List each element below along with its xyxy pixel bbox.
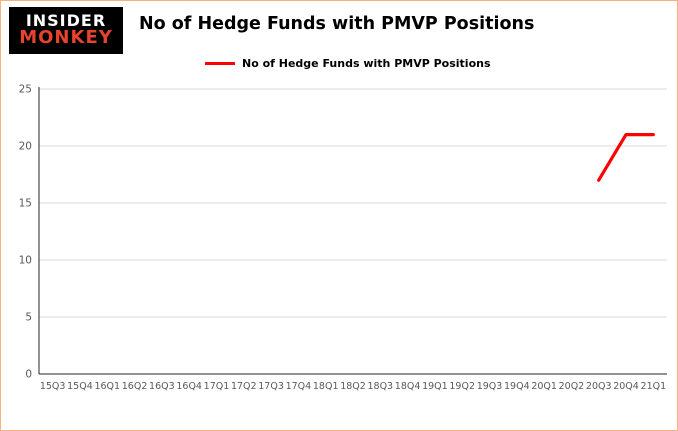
- x-tick-label: 20Q4: [613, 381, 639, 392]
- x-tick-label: 20Q1: [531, 381, 557, 392]
- y-tick-label: 5: [25, 312, 32, 324]
- x-tick-label: 17Q1: [204, 381, 230, 392]
- x-tick-label: 18Q4: [395, 381, 421, 392]
- y-tick-label: 10: [19, 255, 32, 267]
- legend-label: No of Hedge Funds with PMVP Positions: [242, 57, 491, 70]
- x-tick-label: 19Q1: [422, 381, 448, 392]
- x-tick-label: 17Q4: [286, 381, 312, 392]
- x-tick-label: 16Q3: [149, 381, 175, 392]
- y-tick-label: 25: [19, 84, 32, 96]
- x-tick-label: 16Q2: [122, 381, 148, 392]
- series-line: [597, 133, 655, 182]
- y-tick-label: 15: [19, 198, 32, 210]
- x-tick-label: 20Q2: [559, 381, 585, 392]
- x-tick-label: 17Q2: [231, 381, 257, 392]
- x-tick-label: 18Q3: [367, 381, 393, 392]
- x-tick-label: 20Q3: [586, 381, 612, 392]
- logo-text-insider: INSIDER: [25, 10, 107, 30]
- x-tick-label: 17Q3: [258, 381, 284, 392]
- x-tick-label: 15Q3: [40, 381, 66, 392]
- y-tick-label: 20: [19, 141, 32, 153]
- logo-text-monkey: MONKEY: [19, 27, 113, 49]
- x-tick-label: 19Q2: [449, 381, 475, 392]
- y-tick-label: 0: [25, 369, 32, 381]
- x-tick-label: 16Q1: [94, 381, 120, 392]
- legend: No of Hedge Funds with PMVP Positions: [205, 57, 491, 70]
- x-tick-label: 18Q2: [340, 381, 366, 392]
- x-tick-label: 19Q3: [477, 381, 503, 392]
- x-tick-label: 18Q1: [313, 381, 339, 392]
- x-tick-label: 16Q4: [176, 381, 202, 392]
- legend-line-swatch: [205, 62, 235, 65]
- x-tick-label: 21Q1: [641, 381, 667, 392]
- x-tick-label: 19Q4: [504, 381, 530, 392]
- x-tick-label: 15Q4: [67, 381, 93, 392]
- insider-monkey-logo: INSIDER MONKEY: [9, 7, 123, 54]
- chart-title: No of Hedge Funds with PMVP Positions: [139, 14, 535, 34]
